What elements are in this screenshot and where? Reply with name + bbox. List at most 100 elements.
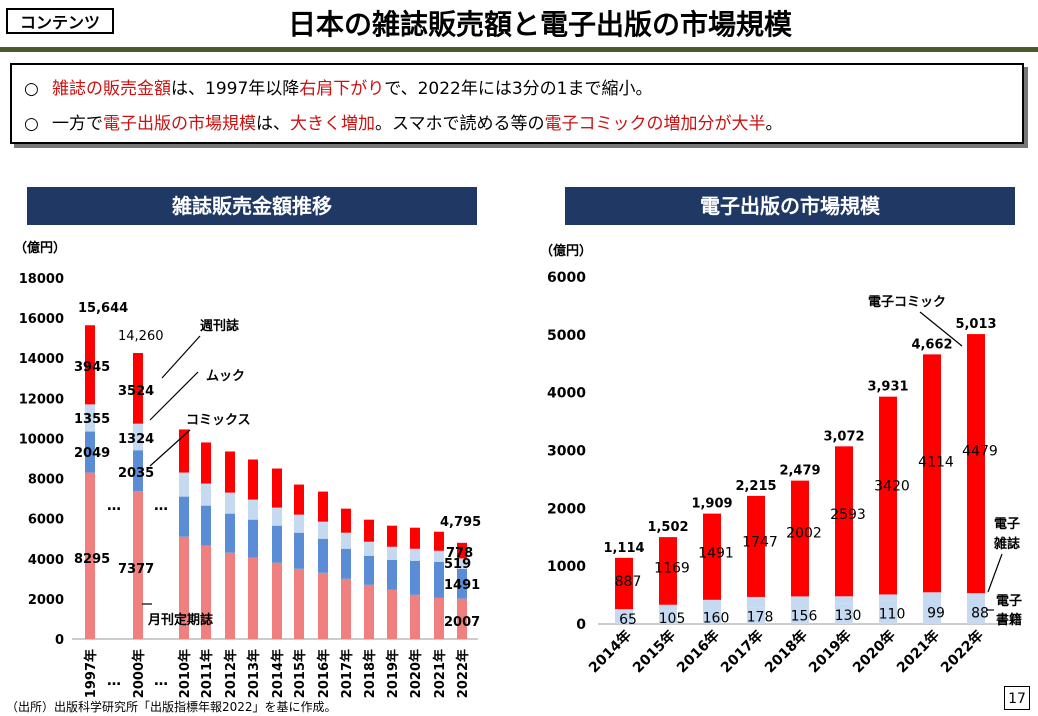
y-tick-label-9: 18000 xyxy=(19,272,64,287)
x-tick-label-7: 2015年 xyxy=(292,649,308,698)
annotation-ebook-book-1: 電子 xyxy=(996,594,1022,609)
bar-2016年-電子コミック xyxy=(703,513,721,600)
source-note: （出所）出版科学研究所「出版指標年報2022」を基に作成。 xyxy=(6,700,337,714)
total-label-7: 4,662 xyxy=(911,337,952,352)
line2-segment-4: 。スマホで読める等の xyxy=(375,114,545,134)
bar-2020年-ムック xyxy=(410,548,420,561)
bar-1997年-コミックス xyxy=(85,431,95,473)
bar-2016年-ムック xyxy=(318,521,328,539)
annotation-comics-leader xyxy=(149,429,191,467)
ebook-market-chart: 0 1000 2000 3000 4000 5000 6000 1,114 887 652014年… xyxy=(547,270,1022,676)
annotation-mook-leader xyxy=(149,371,199,421)
comic-label-0: 887 xyxy=(615,574,642,590)
bar-2018年-電子コミック xyxy=(791,480,809,597)
y-tick-label-5: 5000 xyxy=(547,328,586,344)
segment-label-1: 2049 xyxy=(74,446,110,461)
x-tick-label-5: 2013年 xyxy=(246,649,262,698)
bar-2000年-週刊誌 xyxy=(133,353,143,424)
x-tick-label-1: 2015年 xyxy=(629,627,678,676)
total-label-0: 15,644 xyxy=(78,301,128,316)
bar-2017年-電子書籍 xyxy=(747,607,765,624)
bar-2021年-コミックス xyxy=(434,561,444,598)
segment-label-5: 2035 xyxy=(118,466,154,481)
bar-2019年-ムック xyxy=(387,546,397,560)
bar-2021年-電子コミック xyxy=(923,354,941,593)
bar-2020年-電子書籍 xyxy=(879,600,897,624)
x-tick-label-13: 2021年 xyxy=(432,649,448,698)
annotation-weekly: 週刊誌 xyxy=(200,318,239,334)
bar-2020年-電子雑誌 xyxy=(879,594,897,601)
annotation-ebook-magazine-1: 電子 xyxy=(994,517,1020,532)
bar-2021年-月刊定期誌 xyxy=(434,597,444,639)
line2-segment-3: 大きく増加 xyxy=(290,114,375,134)
gap-marker-axis-1: … xyxy=(107,673,121,689)
bar-2021年-週刊誌 xyxy=(434,531,444,551)
total-label-6: 3,931 xyxy=(867,380,908,395)
bar-1997年-週刊誌 xyxy=(85,325,95,405)
bar-2020年-月刊定期誌 xyxy=(410,594,420,639)
bar-2014年-コミックス xyxy=(272,525,282,563)
bar-2018年-コミックス xyxy=(364,555,374,585)
bar-2018年-週刊誌 xyxy=(364,519,374,542)
y-tick-label-0: 0 xyxy=(55,633,64,648)
bar-2000年-コミックス xyxy=(133,450,143,492)
bar-2014年-ムック xyxy=(272,507,282,526)
line2-segment-6: 。 xyxy=(765,114,783,134)
right-panel-title: 電子出版の市場規模 xyxy=(565,187,1015,225)
magazine-label-8: 88 xyxy=(971,605,989,621)
bar-2019年-電子雑誌 xyxy=(835,596,853,604)
bar-2017年-電子コミック xyxy=(747,495,765,597)
bar-2018年-月刊定期誌 xyxy=(364,584,374,639)
bar-2022年-月刊定期誌 xyxy=(457,598,467,639)
bar-2010年-週刊誌 xyxy=(179,429,189,473)
summary-line-1-text: 雑誌の販売金額は、1997年以降右肩下がりで、2022年には3分の1まで縮小。 xyxy=(52,79,652,99)
bar-2012年-週刊誌 xyxy=(225,451,235,493)
bar-2014年-月刊定期誌 xyxy=(272,562,282,639)
bullet-circle-icon: ○ xyxy=(24,114,39,134)
bar-2016年-コミックス xyxy=(318,538,328,573)
annotation-ebook-comic-leader xyxy=(919,311,963,347)
total-label-5: 3,072 xyxy=(823,429,864,444)
summary-line-1: ○ 雑誌の販売金額は、1997年以降右肩下がりで、2022年には3分の1まで縮小。 xyxy=(24,74,652,99)
y-tick-label-1: 2000 xyxy=(28,593,64,608)
magazine-label-0: 65 xyxy=(619,612,637,628)
magazine-label-5: 130 xyxy=(835,608,862,624)
section-tag: コンテンツ xyxy=(6,8,114,34)
gap-marker-2: … xyxy=(154,498,168,514)
y-tick-label-6: 12000 xyxy=(19,392,64,407)
total-label-2: 4,795 xyxy=(440,515,481,530)
magazine-label-1: 105 xyxy=(659,611,686,627)
bar-2018年-電子書籍 xyxy=(791,605,809,624)
comic-label-3: 1747 xyxy=(742,534,778,550)
left-panel-title: 雑誌販売金額推移 xyxy=(27,187,477,225)
bar-2013年-コミックス xyxy=(248,519,258,558)
bar-2014年-電子書籍 xyxy=(615,612,633,624)
bar-2014年-電子コミック xyxy=(615,557,633,610)
y-tick-label-7: 14000 xyxy=(19,352,64,367)
y-tick-label-1: 1000 xyxy=(547,559,586,575)
comic-label-2: 1491 xyxy=(698,545,734,561)
bar-2015年-週刊誌 xyxy=(294,484,304,515)
annotation-ebook-book-2: 書籍 xyxy=(996,612,1022,628)
comic-label-5: 2593 xyxy=(830,507,866,523)
total-label-4: 2,479 xyxy=(779,464,820,479)
bar-2014年-週刊誌 xyxy=(272,468,282,508)
comic-label-1: 1169 xyxy=(654,561,690,577)
title-underline xyxy=(0,47,1038,52)
y-tick-label-2: 2000 xyxy=(547,501,586,517)
bar-2015年-電子コミック xyxy=(659,537,677,605)
annotation-monthly: 月刊定期誌 xyxy=(147,612,213,628)
summary-box: ○ 雑誌の販売金額は、1997年以降右肩下がりで、2022年には3分の1まで縮小。… xyxy=(10,63,1024,144)
bar-2019年-月刊定期誌 xyxy=(387,589,397,639)
bar-2012年-ムック xyxy=(225,492,235,514)
bar-2019年-コミックス xyxy=(387,559,397,590)
bar-2017年-電子雑誌 xyxy=(747,596,765,608)
y-tick-label-4: 4000 xyxy=(547,386,586,402)
page-title: 日本の雑誌販売額と電子出版の市場規模 xyxy=(287,8,792,41)
x-tick-label-10: 2018年 xyxy=(362,649,378,698)
bar-2017年-ムック xyxy=(341,532,351,549)
segment-label-3: 3945 xyxy=(74,360,110,375)
bar-2010年-月刊定期誌 xyxy=(179,536,189,639)
annotation-ebook-magazine-2: 雑誌 xyxy=(993,536,1020,552)
x-tick-label-1: 2000年 xyxy=(131,649,147,698)
